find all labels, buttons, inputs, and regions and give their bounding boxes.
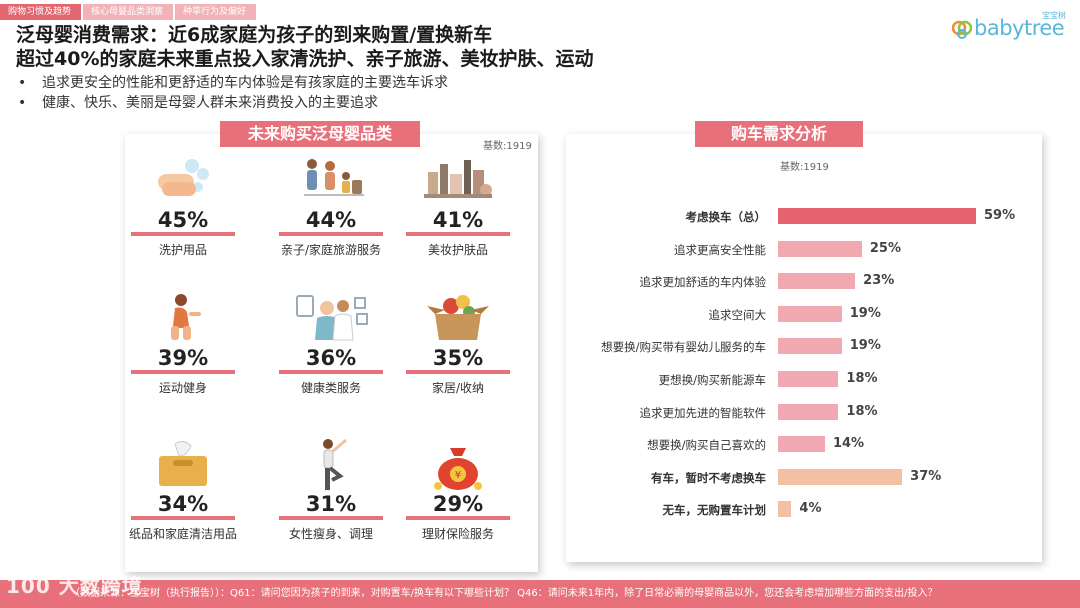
logo-cn-text: 宝宝树 bbox=[1042, 11, 1066, 20]
footer-bar bbox=[0, 580, 1080, 608]
chart-category-label: 想要换/购买自己喜欢的 bbox=[647, 438, 766, 453]
chart-category-label: 追求更加舒适的车内体验 bbox=[639, 275, 767, 290]
category-label: 洗护用品 bbox=[158, 243, 207, 257]
chart-category-label: 追求更加先进的智能软件 bbox=[639, 405, 767, 420]
category-item: 39% 运动健身 bbox=[118, 292, 248, 396]
money-bag-icon: ¥ bbox=[393, 438, 523, 492]
category-item: 34% 纸品和家庭清洁用品 bbox=[118, 438, 248, 542]
chart-bar bbox=[778, 403, 839, 420]
bullet-2: • 健康、快乐、美丽是母婴人群未来消费投入的主要追求 bbox=[18, 95, 378, 111]
category-underline bbox=[279, 232, 383, 236]
cosmetics-icon bbox=[393, 154, 523, 208]
left-panel-base: 基数:1919 bbox=[483, 141, 532, 152]
chart-category-label: 想要换/购买带有婴幼儿服务的车 bbox=[601, 340, 766, 355]
chart-bar bbox=[778, 371, 839, 387]
tissue-box-icon bbox=[118, 438, 248, 492]
right-panel-title: 购车需求分析 bbox=[695, 121, 863, 147]
category-label: 女性瘦身、调理 bbox=[288, 527, 373, 541]
chart-value-label: 14% bbox=[832, 436, 865, 452]
category-label: 理财保险服务 bbox=[421, 527, 494, 541]
footer-source: （数据来源：宝宝树（执行报告））：Q61：请问您因为孩子的到来，对购置车/换车有… bbox=[70, 588, 938, 599]
category-label: 亲子/家庭旅游服务 bbox=[280, 243, 382, 257]
category-item: 36% 健康类服务 bbox=[266, 292, 396, 396]
chart-value-label: 37% bbox=[910, 468, 942, 484]
chart-category-label: 追求空间大 bbox=[708, 307, 767, 322]
chart-bar bbox=[778, 501, 792, 518]
chart-bar bbox=[778, 240, 862, 257]
page-title: 泛母婴消费需求：近6成家庭为孩子的到来购置/置换新车 bbox=[16, 24, 493, 46]
category-pct: 29% bbox=[432, 492, 484, 516]
chart-bar bbox=[778, 338, 842, 355]
watermark-text: 100 大数跨境 bbox=[6, 574, 143, 598]
category-underline bbox=[279, 370, 383, 374]
right-panel-base: 基数:1919 bbox=[780, 162, 829, 173]
chart-value-label: 18% bbox=[846, 403, 878, 419]
chart-value-label: 4% bbox=[799, 501, 822, 517]
bullet-2-text: 健康、快乐、美丽是母婴人群未来消费投入的主要追求 bbox=[42, 95, 378, 111]
category-pct: 45% bbox=[157, 208, 209, 232]
page-subtitle: 超过40%的家庭未来重点投入家清洗护、亲子旅游、美妆护肤、运动 bbox=[16, 48, 594, 70]
chart-value-label: 18% bbox=[846, 371, 878, 386]
category-underline bbox=[406, 370, 510, 374]
category-pct: 35% bbox=[432, 346, 484, 370]
chart-value-label: 19% bbox=[849, 338, 881, 354]
category-pct: 36% bbox=[305, 346, 357, 370]
logo-text: babytree bbox=[974, 16, 1065, 40]
category-underline bbox=[131, 370, 235, 374]
storage-box-icon bbox=[393, 292, 523, 346]
chart-value-label: 25% bbox=[869, 240, 902, 256]
category-underline bbox=[279, 516, 383, 520]
category-pct: 44% bbox=[305, 208, 357, 232]
category-label: 健康类服务 bbox=[300, 381, 361, 395]
chart-value-label: 23% bbox=[863, 273, 895, 289]
nav-tabs: 购物习惯及趋势 核心母婴品类洞察 种草行为及偏好 bbox=[0, 4, 258, 20]
category-label: 美妆护肤品 bbox=[427, 243, 488, 257]
tab-core-categories[interactable]: 核心母婴品类洞察 bbox=[83, 4, 174, 20]
chart-category-label: 考虑换车（总） bbox=[685, 210, 767, 224]
chart-category-label: 无车，无购置车计划 bbox=[662, 503, 767, 518]
bullet-1-text: 追求更安全的性能和更舒适的车内体验是有孩家庭的主要选车诉求 bbox=[42, 75, 448, 91]
tab-seeding-behavior[interactable]: 种草行为及偏好 bbox=[175, 4, 257, 20]
doctor-icon bbox=[266, 292, 396, 346]
category-pct: 41% bbox=[432, 208, 484, 232]
left-panel-title: 未来购买泛母婴品类 bbox=[220, 121, 420, 147]
family-travel-icon bbox=[266, 154, 396, 208]
svg-text:¥: ¥ bbox=[455, 470, 461, 481]
category-item: 45% 洗护用品 bbox=[118, 154, 248, 258]
chart-category-label: 有车，暂时不考虑换车 bbox=[651, 470, 766, 485]
chart-category-label: 追求更高安全性能 bbox=[674, 242, 766, 257]
category-pct: 39% bbox=[157, 346, 209, 370]
tab-shopping-habits[interactable]: 购物习惯及趋势 bbox=[0, 4, 82, 20]
category-item: ¥ 29% 理财保险服务 bbox=[393, 438, 523, 542]
chart-value-label: 19% bbox=[849, 305, 881, 321]
category-pct: 31% bbox=[305, 492, 357, 516]
yoga-icon bbox=[266, 438, 396, 492]
category-item: 31% 女性瘦身、调理 bbox=[266, 438, 396, 542]
babytree-logo: babytree 宝宝树 bbox=[950, 8, 1074, 42]
category-label: 家居/收纳 bbox=[431, 381, 485, 395]
chart-bar bbox=[778, 208, 976, 224]
category-label: 运动健身 bbox=[158, 381, 207, 395]
fitness-icon bbox=[118, 292, 248, 346]
category-item: 41% 美妆护肤品 bbox=[393, 154, 523, 258]
category-underline bbox=[131, 232, 235, 236]
left-panel bbox=[125, 134, 538, 572]
category-label: 纸品和家庭清洁用品 bbox=[128, 527, 237, 541]
chart-bar bbox=[778, 273, 856, 290]
category-item: 44% 亲子/家庭旅游服务 bbox=[266, 154, 396, 258]
category-underline bbox=[406, 232, 510, 236]
bullet-1: • 追求更安全的性能和更舒适的车内体验是有孩家庭的主要选车诉求 bbox=[18, 75, 448, 91]
chart-category-label: 更想换/购买新能源车 bbox=[658, 373, 766, 387]
chart-value-label: 59% bbox=[984, 208, 1016, 223]
category-item: 35% 家居/收纳 bbox=[393, 292, 523, 396]
category-underline bbox=[131, 516, 235, 520]
category-pct: 34% bbox=[157, 492, 209, 516]
hand-washing-icon bbox=[118, 154, 248, 208]
chart-bar bbox=[778, 436, 825, 453]
babytree-logo-mark-icon bbox=[952, 20, 972, 39]
chart-bar bbox=[778, 305, 842, 322]
category-underline bbox=[406, 516, 510, 520]
chart-bar bbox=[778, 468, 903, 485]
